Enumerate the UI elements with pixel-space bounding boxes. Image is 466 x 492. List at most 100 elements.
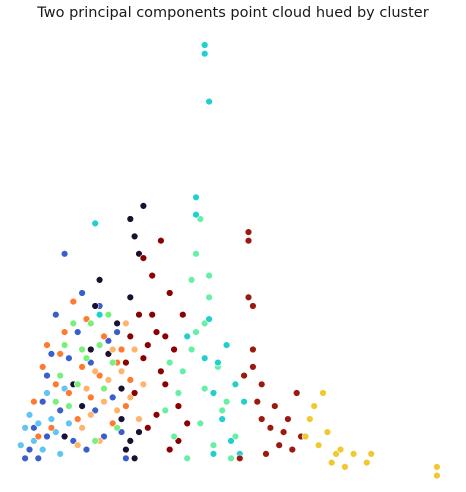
data-point-9-16 bbox=[249, 302, 257, 310]
data-point-5-8 bbox=[87, 319, 95, 328]
data-point-8-15 bbox=[201, 41, 209, 49]
data-point-6-6 bbox=[148, 271, 156, 280]
data-point-5-5 bbox=[73, 380, 82, 388]
data-point-1-5 bbox=[95, 276, 104, 284]
data-point-4-6 bbox=[100, 398, 108, 406]
data-point-5-10 bbox=[95, 341, 104, 349]
data-point-1-15 bbox=[130, 232, 139, 241]
data-point-7-11 bbox=[209, 441, 218, 449]
data-point-9-3 bbox=[244, 237, 253, 245]
data-point-7-6 bbox=[187, 345, 196, 354]
data-point-1-16 bbox=[135, 250, 143, 258]
data-point-2-1 bbox=[21, 424, 29, 432]
data-point-0-8 bbox=[43, 432, 51, 441]
data-point-0-2 bbox=[30, 424, 38, 432]
data-point-8-0 bbox=[91, 219, 99, 228]
data-point-8-6 bbox=[209, 389, 218, 397]
data-point-8-7 bbox=[214, 358, 222, 367]
data-point-4-13 bbox=[130, 345, 139, 354]
data-point-10-5 bbox=[323, 428, 332, 436]
data-point-7-15 bbox=[227, 454, 235, 462]
data-point-0-13 bbox=[73, 328, 82, 336]
data-point-8-11 bbox=[231, 380, 240, 388]
series-5 bbox=[52, 311, 121, 445]
series-10 bbox=[301, 389, 441, 480]
data-point-4-15 bbox=[139, 380, 148, 388]
data-point-9-12 bbox=[284, 415, 292, 423]
data-point-6-18 bbox=[144, 341, 152, 349]
data-point-2-2 bbox=[25, 411, 34, 419]
data-point-7-4 bbox=[179, 367, 187, 375]
data-point-1-12 bbox=[117, 415, 126, 423]
data-point-10-0 bbox=[301, 432, 310, 441]
data-point-9-13 bbox=[288, 445, 296, 454]
data-point-1-14 bbox=[126, 215, 135, 223]
data-point-6-9 bbox=[161, 380, 170, 388]
data-point-6-8 bbox=[157, 237, 165, 245]
data-point-9-9 bbox=[271, 402, 279, 410]
data-point-8-3 bbox=[192, 193, 200, 202]
data-point-5-3 bbox=[65, 402, 73, 410]
data-point-1-18 bbox=[135, 428, 143, 436]
data-point-7-19 bbox=[201, 319, 209, 328]
data-point-7-16 bbox=[231, 432, 240, 441]
data-point-0-24 bbox=[122, 454, 130, 462]
series-9 bbox=[236, 228, 305, 462]
data-point-9-18 bbox=[258, 415, 266, 423]
data-point-0-22 bbox=[113, 328, 121, 336]
data-point-2-6 bbox=[43, 389, 51, 397]
data-point-1-7 bbox=[113, 319, 121, 328]
data-point-6-12 bbox=[174, 402, 183, 410]
series-6 bbox=[122, 237, 191, 454]
data-point-1-13 bbox=[126, 293, 135, 301]
data-point-3-11 bbox=[78, 363, 86, 371]
data-point-5-14 bbox=[113, 424, 121, 432]
data-point-4-10 bbox=[117, 367, 126, 375]
data-point-3-15 bbox=[100, 332, 108, 341]
data-point-7-21 bbox=[187, 276, 196, 284]
data-point-0-1 bbox=[25, 445, 34, 454]
data-point-7-10 bbox=[205, 293, 213, 301]
data-point-9-11 bbox=[279, 428, 288, 436]
data-point-4-3 bbox=[87, 411, 95, 419]
data-point-8-8 bbox=[218, 415, 226, 423]
data-point-4-2 bbox=[82, 384, 91, 393]
data-point-6-20 bbox=[148, 311, 156, 319]
data-point-2-3 bbox=[30, 437, 38, 445]
data-point-6-1 bbox=[126, 332, 135, 341]
data-point-0-0 bbox=[21, 454, 29, 462]
data-point-1-0 bbox=[60, 432, 69, 441]
data-point-0-19 bbox=[100, 432, 108, 441]
data-point-7-2 bbox=[170, 432, 178, 441]
data-point-10-4 bbox=[319, 389, 327, 397]
data-point-7-14 bbox=[222, 398, 231, 406]
data-point-9-0 bbox=[236, 454, 244, 462]
data-point-9-1 bbox=[240, 371, 248, 380]
data-point-9-10 bbox=[275, 441, 283, 449]
data-point-3-3 bbox=[43, 341, 51, 349]
data-point-7-13 bbox=[218, 406, 226, 415]
data-point-2-10 bbox=[60, 384, 69, 393]
data-point-6-13 bbox=[179, 311, 187, 319]
data-point-5-0 bbox=[52, 398, 60, 406]
data-point-4-12 bbox=[126, 393, 135, 402]
data-point-2-8 bbox=[52, 428, 60, 436]
data-point-2-4 bbox=[34, 419, 42, 428]
data-point-7-0 bbox=[161, 406, 170, 415]
data-point-6-22 bbox=[152, 411, 161, 419]
data-point-4-8 bbox=[108, 345, 117, 354]
series-7 bbox=[161, 215, 240, 462]
data-point-3-13 bbox=[87, 393, 95, 402]
data-point-0-20 bbox=[104, 337, 113, 345]
data-point-6-15 bbox=[174, 437, 183, 445]
data-point-6-16 bbox=[161, 332, 170, 341]
data-point-6-11 bbox=[170, 345, 178, 354]
data-point-4-11 bbox=[122, 319, 130, 328]
data-point-10-12 bbox=[367, 450, 375, 458]
data-point-6-21 bbox=[166, 445, 174, 454]
data-point-9-4 bbox=[249, 345, 257, 354]
data-point-9-17 bbox=[244, 293, 253, 301]
data-point-8-1 bbox=[95, 311, 104, 319]
data-point-6-7 bbox=[152, 328, 161, 336]
data-point-1-11 bbox=[130, 454, 139, 462]
